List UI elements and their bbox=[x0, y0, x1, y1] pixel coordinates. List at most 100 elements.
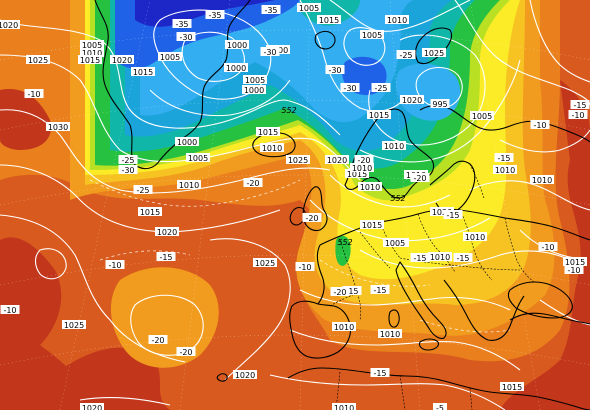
pressure-label: 1020 bbox=[400, 95, 424, 105]
pressure-label-text: 1000 bbox=[177, 138, 197, 147]
pressure-label-bg bbox=[345, 169, 369, 178]
temperature-label-bg bbox=[330, 287, 350, 296]
pressure-label-text: 1025 bbox=[255, 259, 275, 268]
pressure-label: 1015 bbox=[345, 169, 369, 179]
pressure-label: 1000 bbox=[224, 63, 248, 73]
temperature-label: -35 bbox=[261, 5, 281, 15]
coastlines bbox=[94, 0, 590, 410]
pressure-label-text: 1015 bbox=[565, 258, 585, 267]
temperature-label: -30 bbox=[325, 65, 345, 75]
temperature-label-bg bbox=[564, 265, 584, 274]
pressure-label: 1015 bbox=[256, 127, 280, 137]
temperature-label-text: -20 bbox=[246, 179, 259, 188]
temperature-label-text: -35 bbox=[264, 6, 277, 15]
temperature-label-bg bbox=[433, 403, 447, 410]
pressure-label-bg bbox=[385, 15, 409, 24]
pressure-label-bg bbox=[138, 207, 162, 216]
pressure-label: 1010 bbox=[350, 163, 374, 173]
pressure-labels: 1020100510101015102510201015100510001000… bbox=[0, 3, 587, 410]
pressure-label-bg bbox=[243, 75, 267, 84]
temperature-label-text: -10 bbox=[298, 263, 311, 272]
pressure-label-bg bbox=[430, 207, 454, 216]
temperature-label-text: -20 bbox=[333, 288, 346, 297]
temperature-label: -25 bbox=[118, 155, 138, 165]
pressure-label: 1010 bbox=[385, 15, 409, 25]
pressure-label-text: 1020 bbox=[0, 21, 18, 30]
temperature-label: -20 bbox=[148, 335, 168, 345]
temperature-label: -25 bbox=[371, 83, 391, 93]
pressure-label-bg bbox=[131, 67, 155, 76]
temperature-label-text: -30 bbox=[263, 48, 276, 57]
temperature-label: -10 bbox=[295, 262, 315, 272]
pressure-label-bg bbox=[430, 99, 450, 108]
temperature-label-bg bbox=[325, 65, 345, 74]
pressure-label: 1020 bbox=[233, 370, 257, 380]
pressure-label: 1010 bbox=[358, 182, 382, 192]
temperature-label-text: -15 bbox=[345, 287, 358, 296]
pressure-label: 995 bbox=[430, 99, 450, 109]
height-label: 552 bbox=[281, 106, 296, 115]
temperature-label-bg bbox=[172, 19, 192, 28]
temperature-label: -10 bbox=[105, 260, 125, 270]
coast-sardinia bbox=[388, 309, 400, 328]
pressure-label-text: 1010 bbox=[387, 16, 407, 25]
pressure-label-bg bbox=[463, 232, 487, 241]
temperature-label-bg bbox=[118, 155, 138, 164]
temperature-label: -10 bbox=[564, 265, 584, 275]
pressure-label-bg bbox=[186, 153, 210, 162]
coast-north-africa bbox=[287, 367, 590, 410]
temperature-label-text: -20 bbox=[413, 174, 426, 183]
temperature-label: -15 bbox=[443, 210, 463, 220]
pressure-label: 1010 bbox=[177, 180, 201, 190]
temperature-label-text: -15 bbox=[456, 254, 469, 263]
pressure-label-text: 1020 bbox=[112, 56, 132, 65]
pressure-label-text: 1015 bbox=[362, 221, 382, 230]
temperature-label-text: -15 bbox=[497, 154, 510, 163]
temperature-label: -35 bbox=[172, 19, 192, 29]
pressure-label-bg bbox=[158, 52, 182, 61]
pressure-label: 1005 bbox=[158, 52, 182, 62]
pressure-label: 1000 bbox=[242, 85, 266, 95]
pressure-label: 1020 bbox=[325, 155, 349, 165]
pressure-label-text: 1005 bbox=[245, 76, 265, 85]
temperature-label-text: -15 bbox=[373, 286, 386, 295]
temperature-label: -10 bbox=[538, 242, 558, 252]
pressure-label: 1005 bbox=[297, 3, 321, 13]
height-label-text: 552 bbox=[281, 106, 296, 115]
pressure-label-text: 1015 bbox=[347, 170, 367, 179]
temperature-label-bg bbox=[0, 305, 20, 314]
temperature-label: -15 bbox=[494, 153, 514, 163]
temperature-label: -20 bbox=[176, 347, 196, 357]
pressure-label-bg bbox=[493, 165, 517, 174]
pressure-label: 1025 bbox=[26, 55, 50, 65]
temperature-label: -30 bbox=[340, 83, 360, 93]
pressure-label-text: 1005 bbox=[362, 31, 382, 40]
pressure-label-bg bbox=[80, 48, 104, 57]
pressure-label-bg bbox=[80, 40, 104, 49]
pressure-label: 1010 bbox=[493, 165, 517, 175]
temperature-label-bg bbox=[261, 5, 281, 14]
pressure-label: 1010 bbox=[80, 48, 104, 58]
coast-iberia bbox=[289, 300, 352, 359]
coast-greenland bbox=[94, 0, 251, 170]
temperature-label-text: -35 bbox=[175, 20, 188, 29]
pressure-label-text: 1010 bbox=[334, 404, 354, 410]
temperature-label: -20 bbox=[330, 287, 350, 297]
pressure-label-bg bbox=[378, 329, 402, 338]
temperature-label: -30 bbox=[260, 47, 280, 57]
pressure-label: 1010 bbox=[260, 143, 284, 153]
temperature-label: -10 bbox=[530, 120, 550, 130]
temperature-label: -10 bbox=[568, 110, 588, 120]
pressure-label-text: 1010 bbox=[465, 233, 485, 242]
temperature-label: -15 bbox=[453, 253, 473, 263]
pressure-label: 1005 bbox=[360, 30, 384, 40]
band-dark-blue bbox=[135, 0, 275, 27]
pressure-label-bg bbox=[500, 382, 524, 391]
temperature-label-bg bbox=[105, 260, 125, 269]
temperature-label-text: -15 bbox=[159, 253, 172, 262]
pressure-label-text: 1010 bbox=[334, 323, 354, 332]
pressure-label-bg bbox=[256, 127, 280, 136]
temperature-label-bg bbox=[176, 347, 196, 356]
